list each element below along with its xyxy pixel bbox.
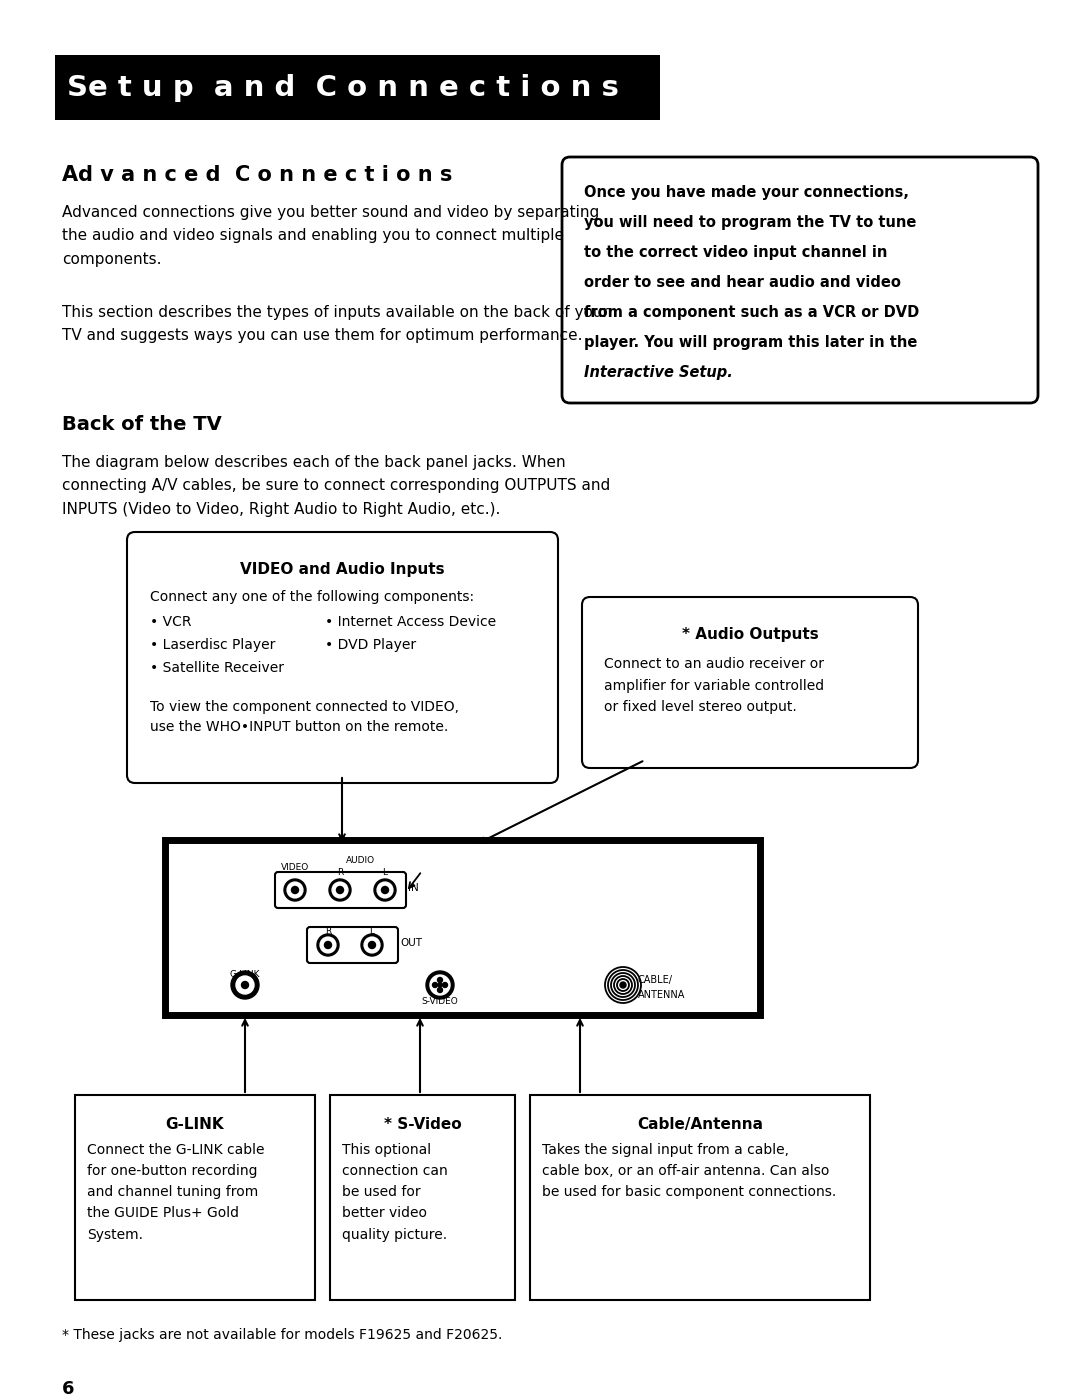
Text: you will need to program the TV to tune: you will need to program the TV to tune <box>584 215 916 231</box>
FancyBboxPatch shape <box>275 872 406 908</box>
FancyBboxPatch shape <box>530 1095 870 1301</box>
FancyBboxPatch shape <box>165 840 760 1016</box>
Text: • Laserdisc Player: • Laserdisc Player <box>150 638 275 652</box>
Circle shape <box>287 882 302 898</box>
Text: R: R <box>337 868 343 877</box>
FancyBboxPatch shape <box>55 54 660 120</box>
Circle shape <box>443 982 447 988</box>
Circle shape <box>332 882 348 898</box>
Text: Back of the TV: Back of the TV <box>62 415 221 434</box>
Text: IN: IN <box>408 883 419 893</box>
Circle shape <box>432 982 437 988</box>
Text: Ad v a n c e d  C o n n e c t i o n s: Ad v a n c e d C o n n e c t i o n s <box>62 165 453 184</box>
Text: S-VIDEO: S-VIDEO <box>421 997 458 1006</box>
Circle shape <box>337 887 343 894</box>
Text: G-LINK: G-LINK <box>230 970 260 979</box>
Circle shape <box>438 983 442 988</box>
Text: 6: 6 <box>62 1380 75 1397</box>
Text: Connect to an audio receiver or
amplifier for variable controlled
or fixed level: Connect to an audio receiver or amplifie… <box>604 657 824 714</box>
Circle shape <box>377 882 393 898</box>
Text: L: L <box>382 868 388 877</box>
Circle shape <box>381 887 389 894</box>
Text: Once you have made your connections,: Once you have made your connections, <box>584 184 909 200</box>
Circle shape <box>374 879 396 901</box>
Text: Cable/Antenna: Cable/Antenna <box>637 1118 762 1132</box>
Circle shape <box>426 971 454 999</box>
Text: • Internet Access Device: • Internet Access Device <box>325 615 496 629</box>
Text: to the correct video input channel in: to the correct video input channel in <box>584 244 888 260</box>
Text: Connect the G-LINK cable
for one-button recording
and channel tuning from
the GU: Connect the G-LINK cable for one-button … <box>87 1143 265 1242</box>
Circle shape <box>231 971 259 999</box>
FancyBboxPatch shape <box>562 156 1038 402</box>
Text: VIDEO: VIDEO <box>281 863 309 872</box>
Text: VIDEO and Audio Inputs: VIDEO and Audio Inputs <box>240 562 445 577</box>
Text: OUT: OUT <box>400 937 422 949</box>
Text: Connect any one of the following components:: Connect any one of the following compone… <box>150 590 474 604</box>
Text: • Satellite Receiver: • Satellite Receiver <box>150 661 284 675</box>
Circle shape <box>320 937 336 953</box>
Text: To view the component connected to VIDEO,: To view the component connected to VIDEO… <box>150 700 459 714</box>
FancyBboxPatch shape <box>127 532 558 782</box>
Text: order to see and hear audio and video: order to see and hear audio and video <box>584 275 901 291</box>
FancyBboxPatch shape <box>582 597 918 768</box>
FancyBboxPatch shape <box>75 1095 315 1301</box>
Text: * S-Video: * S-Video <box>383 1118 461 1132</box>
Circle shape <box>364 937 380 953</box>
Text: • VCR: • VCR <box>150 615 191 629</box>
Circle shape <box>292 887 298 894</box>
Text: AUDIO: AUDIO <box>346 856 375 865</box>
Text: CABLE/: CABLE/ <box>638 975 673 985</box>
Text: The diagram below describes each of the back panel jacks. When
connecting A/V ca: The diagram below describes each of the … <box>62 455 610 517</box>
Text: • DVD Player: • DVD Player <box>325 638 416 652</box>
Circle shape <box>437 978 443 982</box>
Text: ANTENNA: ANTENNA <box>638 990 686 1000</box>
Text: player. You will program this later in the: player. You will program this later in t… <box>584 335 917 351</box>
Circle shape <box>324 942 332 949</box>
Circle shape <box>368 942 376 949</box>
Text: R: R <box>325 928 332 936</box>
Text: use the WHO•INPUT button on the remote.: use the WHO•INPUT button on the remote. <box>150 719 448 733</box>
FancyBboxPatch shape <box>307 928 399 963</box>
Text: This section describes the types of inputs available on the back of your
TV and : This section describes the types of inpu… <box>62 305 609 344</box>
Text: * These jacks are not available for models F19625 and F20625.: * These jacks are not available for mode… <box>62 1329 502 1343</box>
Text: This optional
connection can
be used for
better video
quality picture.: This optional connection can be used for… <box>342 1143 448 1242</box>
Text: from a component such as a VCR or DVD: from a component such as a VCR or DVD <box>584 305 919 320</box>
Text: Interactive Setup.: Interactive Setup. <box>584 365 732 380</box>
Circle shape <box>620 982 626 988</box>
Circle shape <box>430 975 450 995</box>
Text: Takes the signal input from a cable,
cable box, or an off-air antenna. Can also
: Takes the signal input from a cable, cab… <box>542 1143 836 1199</box>
Text: Se t u p  a n d  C o n n e c t i o n s: Se t u p a n d C o n n e c t i o n s <box>67 74 619 102</box>
Text: G-LINK: G-LINK <box>165 1118 225 1132</box>
Circle shape <box>329 879 351 901</box>
Text: L: L <box>369 928 375 936</box>
Circle shape <box>284 879 306 901</box>
FancyBboxPatch shape <box>330 1095 515 1301</box>
Text: Advanced connections give you better sound and video by separating
the audio and: Advanced connections give you better sou… <box>62 205 599 267</box>
Circle shape <box>242 982 248 989</box>
Circle shape <box>318 935 339 956</box>
Circle shape <box>237 977 254 995</box>
Circle shape <box>437 988 443 992</box>
Circle shape <box>361 935 383 956</box>
Text: * Audio Outputs: * Audio Outputs <box>681 627 819 643</box>
